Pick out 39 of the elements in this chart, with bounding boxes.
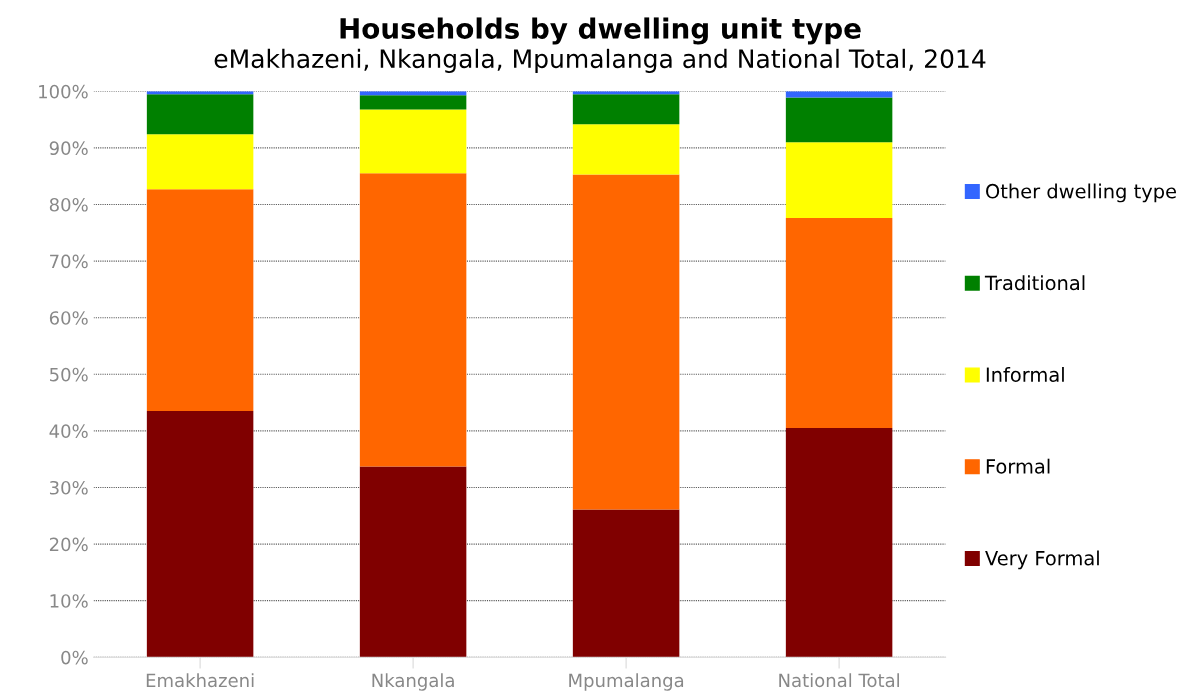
bar <box>146 411 254 658</box>
bar <box>146 134 254 190</box>
legend-label: Formal <box>986 458 1050 474</box>
bar <box>572 509 680 658</box>
bar <box>785 142 893 219</box>
x-tick-label: Nkangala <box>372 673 454 691</box>
y-tick-label: 0% <box>61 650 88 665</box>
x-tick-label: Mpumalanga <box>569 673 684 691</box>
bar <box>146 189 254 412</box>
legend-label: Informal <box>986 366 1064 383</box>
x-tick-label: National Total <box>779 673 899 688</box>
y-tick-label: 20% <box>49 537 88 552</box>
bar <box>359 95 467 110</box>
x-tick-label: Emakhazeni <box>146 673 254 688</box>
y-tick-label: 40% <box>49 424 88 438</box>
bar <box>572 94 680 125</box>
y-tick-label: 50% <box>50 367 88 382</box>
y-tick-label: 80% <box>49 197 88 212</box>
legend-label: Very Formal <box>985 550 1099 570</box>
chart-title: Households by dwelling unit type <box>340 17 861 45</box>
y-tick-label: 100% <box>39 84 88 99</box>
bar <box>146 94 254 135</box>
legend-label: Other dwelling type <box>986 183 1176 203</box>
bar <box>359 109 467 174</box>
y-tick-label: 70% <box>50 254 88 269</box>
bar <box>572 124 680 175</box>
legend-label: Traditional <box>984 275 1085 291</box>
bar <box>359 466 467 658</box>
bar <box>785 218 893 429</box>
y-tick-label: 10% <box>50 594 88 608</box>
bar <box>785 97 893 143</box>
bar <box>785 91 893 98</box>
y-tick-label: 60% <box>49 311 88 325</box>
bar <box>359 173 467 467</box>
y-tick-label: 30% <box>49 480 88 495</box>
chart-subtitle: eMakhazeni, Nkangala, Mpumalanga and National Total, 2014 <box>214 48 986 73</box>
bar <box>785 428 893 658</box>
y-tick-label: 90% <box>49 141 88 156</box>
bar <box>572 174 680 510</box>
